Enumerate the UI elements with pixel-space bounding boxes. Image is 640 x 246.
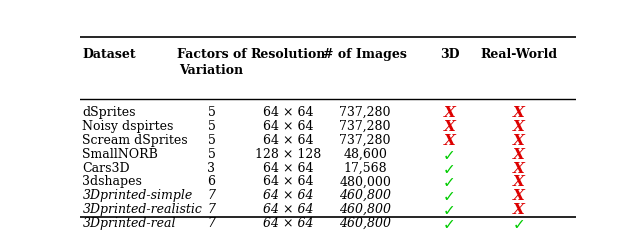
Text: 64 × 64: 64 × 64 — [263, 217, 314, 230]
Text: X: X — [444, 106, 456, 120]
Text: 5: 5 — [207, 148, 216, 161]
Text: X: X — [513, 203, 525, 217]
Text: X: X — [513, 134, 525, 148]
Text: 48,600: 48,600 — [343, 148, 387, 161]
Text: 5: 5 — [207, 120, 216, 133]
Text: 737,280: 737,280 — [339, 106, 391, 119]
Text: # of Images: # of Images — [323, 48, 407, 62]
Text: 3dshapes: 3dshapes — [83, 175, 142, 188]
Text: 737,280: 737,280 — [339, 134, 391, 147]
Text: 5: 5 — [207, 134, 216, 147]
Text: 480,000: 480,000 — [339, 175, 391, 188]
Text: X: X — [444, 134, 456, 148]
Text: X: X — [513, 189, 525, 203]
Text: 3: 3 — [207, 162, 216, 175]
Text: 7: 7 — [207, 189, 216, 202]
Text: 128 × 128: 128 × 128 — [255, 148, 321, 161]
Text: 64 × 64: 64 × 64 — [263, 106, 314, 119]
Text: SmallNORB: SmallNORB — [83, 148, 158, 161]
Text: 3Dprinted-real: 3Dprinted-real — [83, 217, 176, 230]
Text: Scream dSprites: Scream dSprites — [83, 134, 188, 147]
Text: X: X — [513, 106, 525, 120]
Text: 5: 5 — [207, 106, 216, 119]
Text: Real-World: Real-World — [481, 48, 557, 62]
Text: Noisy dspirtes: Noisy dspirtes — [83, 120, 174, 133]
Text: X: X — [513, 120, 525, 134]
Text: dSprites: dSprites — [83, 106, 136, 119]
Text: 3Dprinted-simple: 3Dprinted-simple — [83, 189, 193, 202]
Text: 6: 6 — [207, 175, 216, 188]
Text: X: X — [513, 148, 525, 162]
Text: 64 × 64: 64 × 64 — [263, 175, 314, 188]
Text: Cars3D: Cars3D — [83, 162, 130, 175]
Text: 3D: 3D — [440, 48, 460, 62]
Text: X: X — [513, 175, 525, 189]
Text: ✓: ✓ — [443, 148, 456, 163]
Text: ✓: ✓ — [443, 189, 456, 204]
Text: Resolution: Resolution — [251, 48, 326, 62]
Text: ✓: ✓ — [513, 217, 525, 232]
Text: X: X — [444, 120, 456, 134]
Text: ✓: ✓ — [443, 217, 456, 232]
Text: 3Dprinted-realistic: 3Dprinted-realistic — [83, 203, 202, 216]
Text: 64 × 64: 64 × 64 — [263, 189, 314, 202]
Text: 7: 7 — [207, 203, 216, 216]
Text: Factors of
Variation: Factors of Variation — [177, 48, 246, 77]
Text: 460,800: 460,800 — [339, 217, 391, 230]
Text: ✓: ✓ — [443, 162, 456, 177]
Text: 7: 7 — [207, 217, 216, 230]
Text: ✓: ✓ — [443, 175, 456, 190]
Text: 737,280: 737,280 — [339, 120, 391, 133]
Text: ✓: ✓ — [443, 203, 456, 218]
Text: 460,800: 460,800 — [339, 203, 391, 216]
Text: 64 × 64: 64 × 64 — [263, 134, 314, 147]
Text: Dataset: Dataset — [83, 48, 136, 62]
Text: X: X — [513, 162, 525, 176]
Text: 64 × 64: 64 × 64 — [263, 162, 314, 175]
Text: 64 × 64: 64 × 64 — [263, 203, 314, 216]
Text: 17,568: 17,568 — [344, 162, 387, 175]
Text: 460,800: 460,800 — [339, 189, 391, 202]
Text: 64 × 64: 64 × 64 — [263, 120, 314, 133]
